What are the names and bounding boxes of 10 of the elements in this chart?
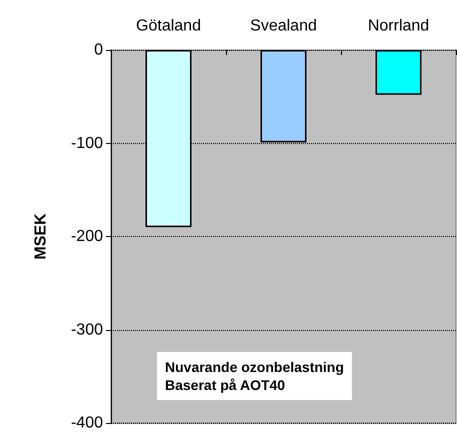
x-tick-label: Götaland (136, 18, 201, 34)
y-tick-label: -200 (70, 228, 104, 245)
annotation: Nuvarande ozonbelastning Baserat på AOT40 (165, 359, 344, 393)
x-tick-label: Norrland (368, 18, 430, 34)
y-tick-label: -100 (70, 134, 104, 152)
y-tick-label: -400 (70, 414, 104, 432)
x-tick-label: Svealand (250, 18, 317, 34)
y-axis-title: MSEK (32, 212, 50, 260)
y-tick-label: 0 (94, 42, 104, 58)
y-tick-label: -300 (70, 321, 104, 338)
